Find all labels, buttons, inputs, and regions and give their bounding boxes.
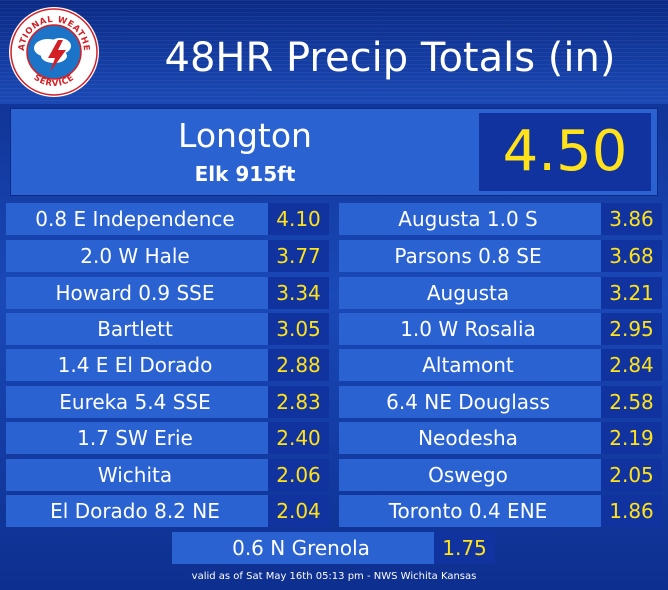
station-value: 2.05 <box>601 459 662 491</box>
station-name: 1.7 SW Erie <box>77 426 193 450</box>
page-title: 48HR Precip Totals (in) <box>164 35 616 81</box>
top-station-name: Longton <box>178 116 312 155</box>
station-value: 2.88 <box>268 349 329 381</box>
station-value: 2.04 <box>268 495 329 527</box>
station-row: Howard 0.9 SSE 3.34 <box>6 277 329 309</box>
station-name: Wichita <box>97 463 173 487</box>
station-value: 2.95 <box>601 313 662 345</box>
station-row: Augusta 1.0 S 3.86 <box>339 203 662 235</box>
station-row: Neodesha 2.19 <box>339 422 662 454</box>
station-row: 1.7 SW Erie 2.40 <box>6 422 329 454</box>
station-value: 3.68 <box>601 240 662 272</box>
station-value: 2.40 <box>268 422 329 454</box>
station-value: 3.34 <box>268 277 329 309</box>
station-name: Augusta 1.0 S <box>398 207 538 231</box>
station-name: Augusta <box>426 281 510 305</box>
station-name: Altamont <box>422 353 514 377</box>
nws-logo-icon: NATIONAL WEATHER SERVICE <box>8 6 99 97</box>
station-value: 1.86 <box>601 495 662 527</box>
station-row: Oswego 2.05 <box>339 459 662 491</box>
station-row: Parsons 0.8 SE 3.68 <box>339 240 662 272</box>
station-value: 4.10 <box>268 203 329 235</box>
top-station-value: 4.50 <box>479 113 651 191</box>
top-station-county-elevation: Elk 915ft <box>194 162 296 186</box>
station-name: El Dorado 8.2 NE <box>50 499 220 523</box>
station-row: 0.8 E Independence 4.10 <box>6 203 329 235</box>
station-row: 6.4 NE Douglass 2.58 <box>339 386 662 418</box>
station-value: 3.05 <box>268 313 329 345</box>
station-row: 2.0 W Hale 3.77 <box>6 240 329 272</box>
station-value: 3.21 <box>601 277 662 309</box>
station-name: 0.8 E Independence <box>35 207 235 231</box>
station-row: 1.4 E El Dorado 2.88 <box>6 349 329 381</box>
station-row: Eureka 5.4 SSE 2.83 <box>6 386 329 418</box>
station-value: 2.83 <box>268 386 329 418</box>
station-name: Eureka 5.4 SSE <box>59 390 211 414</box>
station-value: 1.75 <box>434 532 495 564</box>
station-value: 2.58 <box>601 386 662 418</box>
station-value: 3.86 <box>601 203 662 235</box>
station-row: 0.6 N Grenola 1.75 <box>172 532 495 564</box>
station-name: Bartlett <box>97 317 173 341</box>
valid-time-footer: valid as of Sat May 16th 05:13 pm - NWS … <box>191 571 477 582</box>
station-row: 1.0 W Rosalia 2.95 <box>339 313 662 345</box>
station-row: Altamont 2.84 <box>339 349 662 381</box>
station-row: El Dorado 8.2 NE 2.04 <box>6 495 329 527</box>
station-value: 3.77 <box>268 240 329 272</box>
station-name: Parsons 0.8 SE <box>394 244 542 268</box>
station-value: 2.19 <box>601 422 662 454</box>
top-station-panel: Longton Elk 915ft 4.50 <box>10 108 658 196</box>
station-row: Bartlett 3.05 <box>6 313 329 345</box>
station-value: 2.06 <box>268 459 329 491</box>
station-name: 1.4 E El Dorado <box>57 353 213 377</box>
station-name: 1.0 W Rosalia <box>400 317 536 341</box>
station-name: Toronto 0.4 ENE <box>388 499 548 523</box>
station-row: Augusta 3.21 <box>339 277 662 309</box>
station-row: Wichita 2.06 <box>6 459 329 491</box>
station-value: 2.84 <box>601 349 662 381</box>
station-row: Toronto 0.4 ENE 1.86 <box>339 495 662 527</box>
header: NATIONAL WEATHER SERVICE 48HR Precip Tot… <box>0 0 668 104</box>
svg-text:SERVICE: SERVICE <box>32 73 77 89</box>
station-name: 6.4 NE Douglass <box>386 390 550 414</box>
station-name: Howard 0.9 SSE <box>55 281 215 305</box>
station-name: 2.0 W Hale <box>80 244 190 268</box>
station-name: Neodesha <box>418 426 518 450</box>
station-name: Oswego <box>428 463 508 487</box>
station-name: 0.6 N Grenola <box>232 536 370 560</box>
